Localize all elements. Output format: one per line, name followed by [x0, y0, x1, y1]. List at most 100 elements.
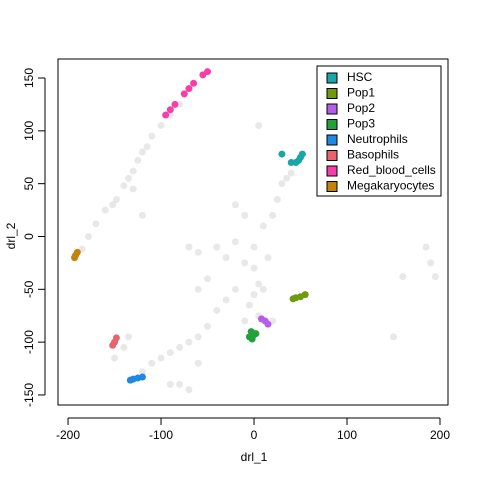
point: [248, 335, 256, 343]
point: [278, 180, 286, 188]
point: [129, 167, 137, 175]
point: [250, 264, 258, 272]
point: [399, 273, 407, 281]
point: [194, 248, 202, 256]
point: [138, 211, 146, 219]
point: [259, 222, 267, 230]
plot-frame: [57, 58, 449, 406]
point: [166, 106, 174, 114]
point: [298, 150, 306, 158]
point: [166, 349, 174, 357]
point: [245, 301, 253, 309]
y-tick-label: -150: [22, 383, 36, 407]
point: [194, 333, 202, 341]
legend-swatch: [326, 181, 338, 192]
point: [264, 254, 272, 262]
legend-label: Neutrophils: [347, 132, 408, 146]
x-tick-label: 100: [337, 428, 357, 442]
point: [157, 122, 165, 130]
y-tick-label: 150: [22, 68, 36, 88]
point: [185, 85, 193, 93]
point: [138, 148, 146, 156]
point: [213, 306, 221, 314]
point: [204, 275, 212, 283]
legend-swatch: [326, 103, 338, 115]
point: [162, 111, 170, 119]
y-tick-label: -50: [22, 280, 36, 298]
point: [250, 243, 258, 251]
y-tick-label: -100: [22, 330, 36, 354]
point: [390, 333, 398, 341]
x-tick-label: 0: [251, 428, 258, 442]
point: [112, 196, 120, 204]
x-tick-label: -100: [149, 428, 173, 442]
y-tick-label: 0: [22, 233, 36, 240]
point: [241, 259, 249, 267]
point: [129, 185, 137, 193]
legend-label: Pop2: [347, 101, 375, 115]
legend-label: Basophils: [347, 148, 399, 162]
point: [120, 343, 128, 351]
legend-swatch: [326, 72, 338, 84]
point: [101, 206, 109, 214]
legend-swatch: [326, 119, 338, 130]
point: [259, 285, 267, 293]
point: [176, 343, 184, 351]
y-axis-label: drl_2: [4, 222, 18, 249]
point: [231, 285, 239, 293]
point: [194, 285, 202, 293]
point: [231, 201, 239, 209]
point: [138, 368, 146, 376]
point: [194, 359, 202, 367]
y-tick-label: 50: [22, 177, 36, 191]
legend-label: Red_blood_cells: [347, 163, 436, 177]
point: [287, 169, 295, 177]
point: [180, 90, 188, 98]
point: [143, 143, 151, 151]
point: [148, 359, 156, 367]
legend-swatch: [326, 134, 338, 146]
point: [120, 182, 128, 190]
point: [176, 380, 184, 388]
point: [109, 201, 117, 209]
point: [264, 320, 272, 328]
y-tick-label: 100: [22, 121, 36, 141]
point: [185, 338, 193, 346]
legend-swatch: [326, 88, 338, 99]
point: [185, 243, 193, 251]
point: [301, 291, 309, 299]
legend-label: Pop1: [347, 86, 375, 100]
point: [241, 317, 249, 325]
point: [185, 386, 193, 394]
legend-label: Pop3: [347, 117, 375, 131]
point: [171, 100, 179, 108]
point: [124, 174, 132, 182]
point: [111, 354, 119, 362]
point: [231, 238, 239, 246]
point: [73, 248, 81, 256]
point: [204, 68, 212, 76]
point: [112, 334, 120, 342]
point: [134, 156, 142, 164]
point: [278, 150, 286, 158]
point: [287, 159, 295, 167]
legend-label: Megakaryocytes: [347, 179, 434, 193]
point: [213, 243, 221, 251]
point: [92, 220, 100, 228]
point: [124, 333, 132, 341]
point: [85, 232, 93, 240]
point: [148, 132, 156, 140]
point: [422, 243, 430, 251]
point: [166, 380, 174, 388]
point: [241, 211, 249, 219]
point: [157, 354, 165, 362]
point: [427, 259, 435, 267]
point: [250, 291, 258, 299]
point: [255, 122, 263, 130]
point: [252, 330, 260, 338]
legend: [316, 65, 442, 197]
x-tick-label: -200: [56, 428, 80, 442]
x-tick-label: 200: [430, 428, 450, 442]
point: [273, 196, 281, 204]
